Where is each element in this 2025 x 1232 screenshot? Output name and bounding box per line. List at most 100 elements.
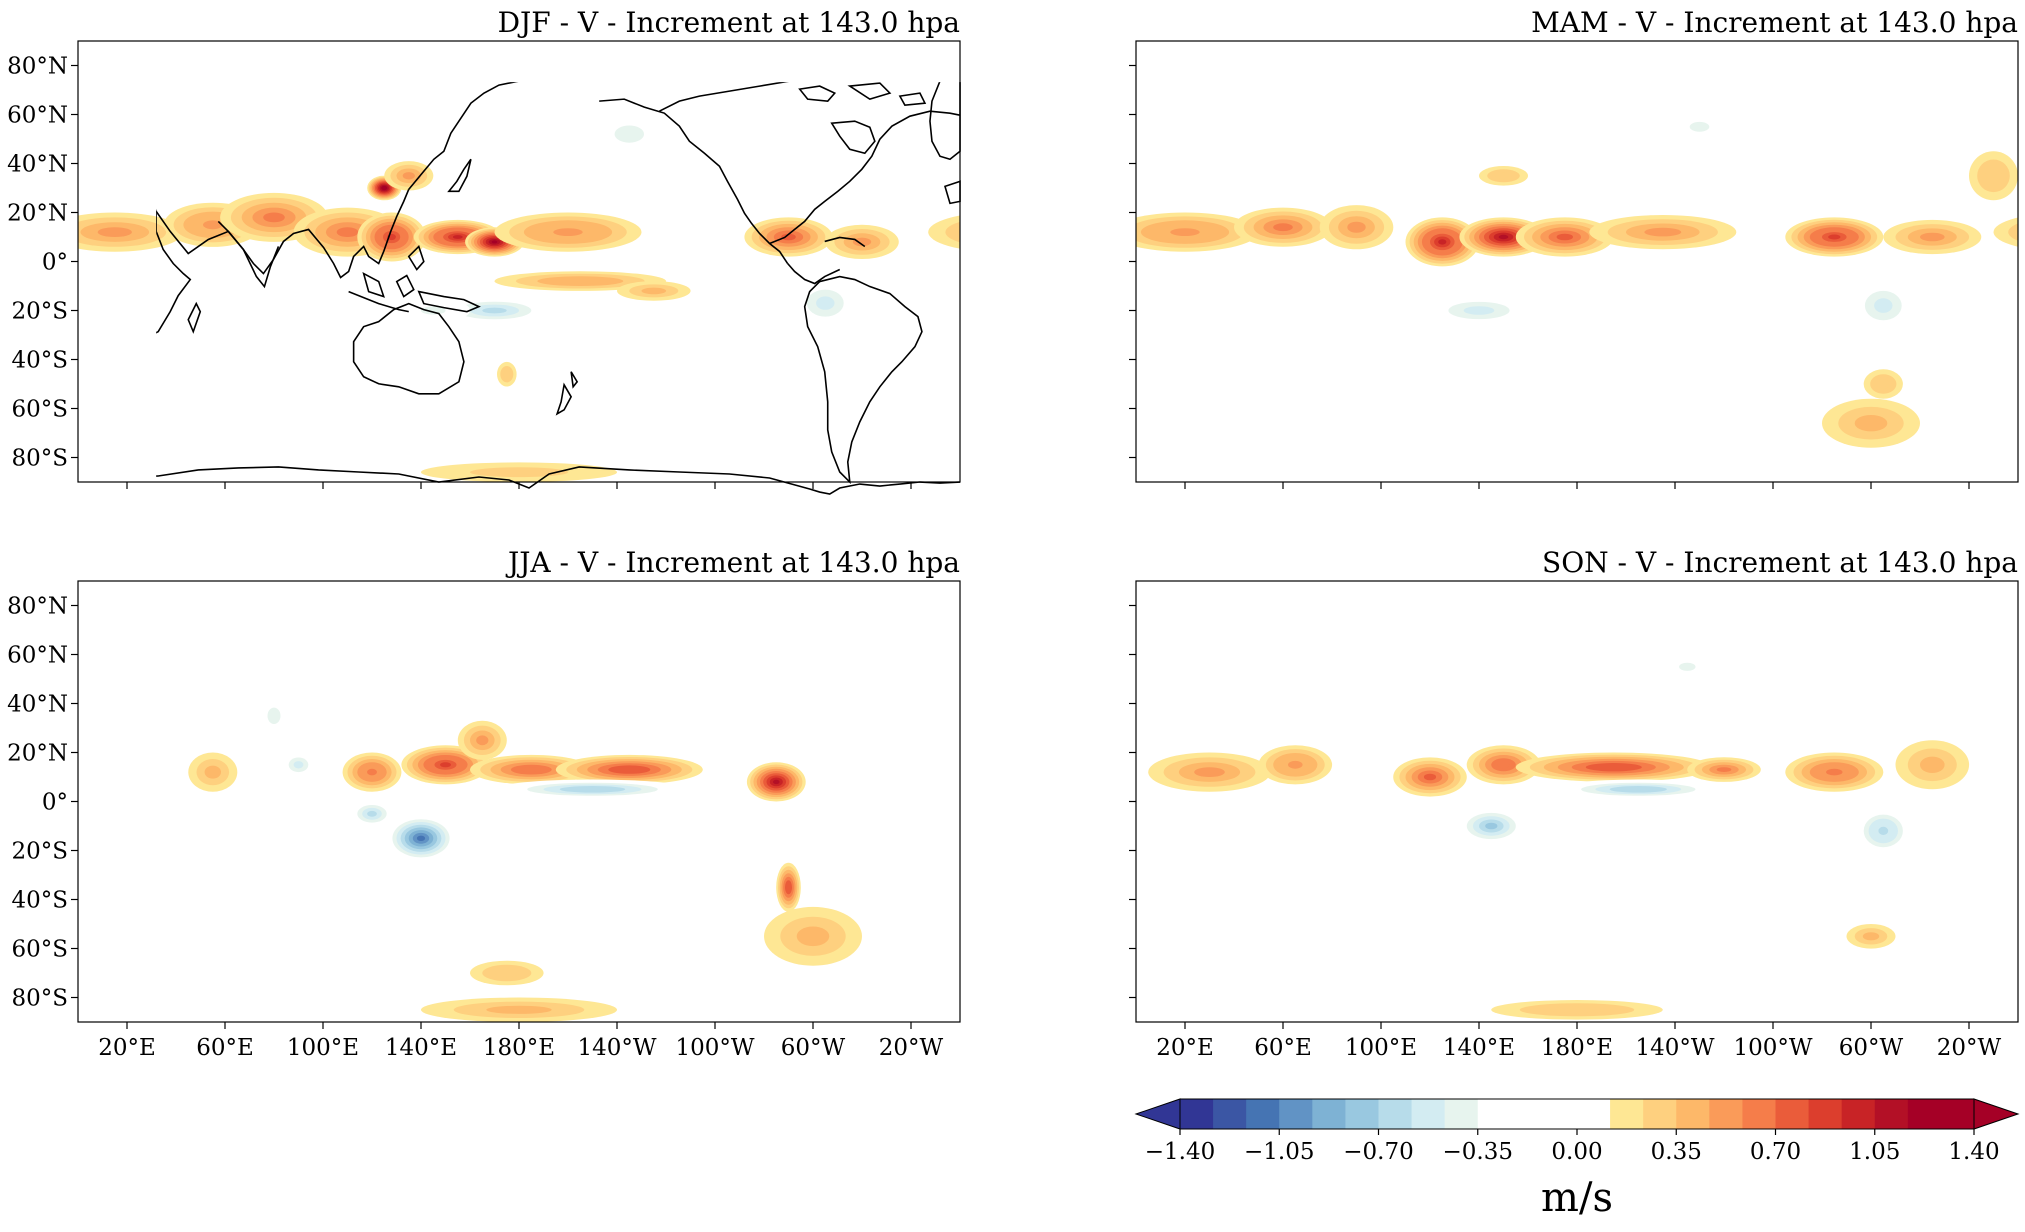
contour-band [641, 287, 667, 295]
contour-band [367, 810, 377, 817]
anomaly-feature [1863, 369, 1903, 399]
x-tick-label: 100°W [1733, 1035, 1812, 1061]
colorbar-tick-label: −1.05 [1244, 1139, 1314, 1165]
increment-field [1148, 654, 1970, 1020]
contour-band [1463, 306, 1495, 315]
colorbar-unit-label: m/s [1541, 1175, 1613, 1221]
anomaly-feature [1234, 207, 1332, 247]
contour-band [521, 767, 542, 772]
contour-band [1993, 217, 2018, 247]
contour-band [1548, 1006, 1606, 1014]
colorbar-bin [1577, 1099, 1611, 1129]
anomaly-feature [764, 906, 862, 966]
anomaly-feature [1552, 779, 1725, 800]
colorbar-bin [1643, 1099, 1677, 1129]
colorbar-tick-label: −0.35 [1443, 1139, 1513, 1165]
anomaly-feature [254, 691, 294, 741]
anomaly-feature [1515, 752, 1712, 782]
colorbar-bin [1213, 1099, 1247, 1129]
anomaly-feature [457, 720, 507, 760]
increment-field [78, 691, 867, 1022]
y-tick-label: 80°N [7, 54, 68, 80]
colorbar-bin [1742, 1099, 1777, 1129]
x-tick-label: 20°E [1156, 1035, 1214, 1061]
anomaly-feature [617, 281, 691, 301]
contour-band [816, 296, 835, 310]
anomaly-feature [599, 117, 659, 152]
anomaly-feature [433, 295, 556, 326]
x-tick-label: 180°E [483, 1035, 555, 1061]
x-tick-label: 180°E [1541, 1035, 1613, 1061]
x-tick-label: 20°E [98, 1035, 156, 1061]
contour-band [1288, 760, 1303, 769]
contour-band [558, 278, 602, 284]
contour-band [1920, 232, 1945, 242]
anomaly-feature [1491, 1000, 1663, 1020]
y-tick-label: 20°N [7, 201, 68, 227]
anomaly-feature [744, 217, 833, 257]
map-panel-jja: 20°E 60°E 100°E 140°E 180°E 140°W 100°W 60°W 20°… [7, 546, 961, 1061]
panel-title: JJA - V - Increment at 143.0 hpa [505, 546, 960, 579]
anomaly-feature [278, 750, 319, 780]
anomaly-feature [188, 752, 238, 792]
anomaly-feature [746, 762, 806, 802]
contour-band [204, 765, 221, 779]
colorbar-bin [1808, 1099, 1843, 1129]
x-tick-label: 140°W [577, 1035, 656, 1061]
x-tick-label: 100°E [287, 1035, 359, 1061]
contour-band [1423, 773, 1437, 781]
contour-band [336, 227, 359, 238]
contour-band [367, 768, 377, 776]
contour-band [1920, 756, 1945, 773]
colorbar-bin [1312, 1099, 1347, 1129]
anomaly-feature [1613, 249, 1737, 264]
contour-band [1347, 221, 1366, 233]
contour-band [203, 220, 223, 230]
colorbar-bin [1246, 1099, 1280, 1129]
colorbar-bin [1477, 1099, 1512, 1129]
contour-band [382, 186, 386, 190]
contour-band [494, 968, 520, 978]
colorbar-tick-label: 1.05 [1849, 1139, 1900, 1165]
map-panel-djf: 80°N 60°N 40°N 20°N 0° 20°S 40°S 60°S 80°S DJF - … [7, 6, 961, 495]
anomaly-feature [396, 298, 471, 323]
anomaly-feature [1662, 654, 1712, 680]
anomaly-feature [384, 813, 458, 863]
contour-band [680, 157, 701, 170]
contour-band [1495, 172, 1512, 180]
anomaly-feature [1479, 166, 1528, 186]
x-tick-label: 100°W [675, 1035, 754, 1061]
y-tick-label: 40°N [7, 692, 68, 718]
x-tick-label: 140°E [1443, 1035, 1515, 1061]
contour-band [1498, 234, 1509, 240]
contour-band [1716, 767, 1732, 772]
contour-band [1509, 875, 1571, 900]
anomaly-feature [1822, 398, 1920, 448]
contour-band [503, 370, 511, 379]
anomaly-feature [1454, 806, 1529, 846]
colorbar-bin [1907, 1099, 1942, 1129]
anomaly-feature [421, 462, 617, 482]
anomaly-feature [825, 224, 899, 259]
x-tick-label: 60°W [781, 1035, 846, 1061]
contour-band [1876, 379, 1890, 389]
y-tick-label: 60°S [11, 397, 68, 423]
contour-band [945, 221, 960, 243]
contour-band [440, 762, 451, 768]
contour-band [110, 782, 144, 796]
colorbar-tick-label: −0.70 [1343, 1139, 1413, 1165]
anomaly-feature [1993, 217, 2018, 247]
anomaly-feature [1846, 924, 1896, 949]
contour-band [1985, 167, 2002, 184]
anomaly-feature [1479, 862, 1602, 912]
contour-band [293, 761, 304, 769]
contour-band [476, 735, 489, 746]
contour-band [402, 172, 415, 180]
colorbar-bin [1411, 1099, 1446, 1129]
contour-band [1599, 765, 1628, 770]
contour-band [263, 212, 285, 223]
contour-band [97, 227, 132, 238]
y-tick-label: 40°S [11, 888, 68, 914]
colorbar-tick-label: 0.70 [1750, 1139, 1801, 1165]
y-tick-label: 60°N [7, 643, 68, 669]
